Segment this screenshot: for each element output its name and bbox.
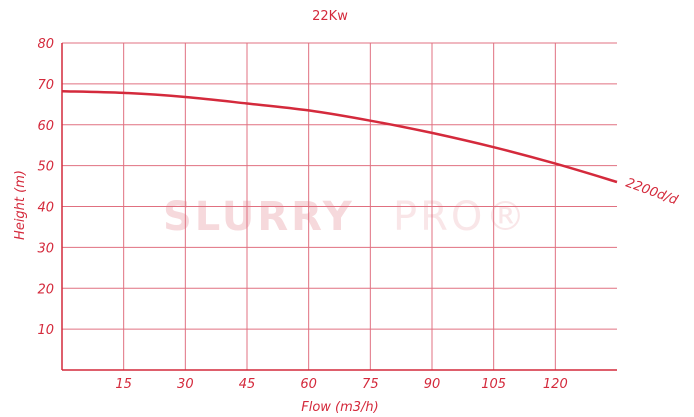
x-tick-label: 90 <box>424 377 441 392</box>
x-tick-label: 105 <box>481 377 506 392</box>
y-tick-label: 60 <box>37 119 54 134</box>
x-tick-label: 120 <box>543 377 568 392</box>
y-tick-label: 20 <box>37 282 54 297</box>
chart-title: 22Kw <box>312 9 348 24</box>
x-tick-label: 60 <box>300 377 317 392</box>
y-tick-label: 70 <box>37 78 54 93</box>
watermark-suffix: PRO® <box>393 194 528 240</box>
x-tick-labels: 15 30 45 60 75 90 105 120 <box>115 377 567 392</box>
y-tick-labels: 10 20 30 40 50 60 70 80 <box>37 37 54 338</box>
y-tick-label: 80 <box>37 37 54 52</box>
y-tick-label: 40 <box>37 201 54 216</box>
axes <box>61 43 617 371</box>
y-tick-label: 50 <box>37 160 54 175</box>
x-tick-label: 30 <box>177 377 194 392</box>
x-tick-label: 15 <box>115 377 132 392</box>
y-axis-label: Height (m) <box>13 170 28 240</box>
watermark: SLURRY PRO® <box>163 194 528 240</box>
x-tick-label: 45 <box>239 377 256 392</box>
series-line <box>61 89 618 184</box>
y-tick-label: 10 <box>37 323 54 338</box>
series-label: 2200d/d <box>624 176 681 209</box>
watermark-main: SLURRY <box>163 194 355 240</box>
x-tick-label: 75 <box>362 377 379 392</box>
x-axis-label: Flow (m3/h) <box>301 400 379 415</box>
series-layer: 2200d/d <box>61 89 681 209</box>
y-tick-label: 30 <box>37 241 54 256</box>
grid <box>62 42 617 370</box>
